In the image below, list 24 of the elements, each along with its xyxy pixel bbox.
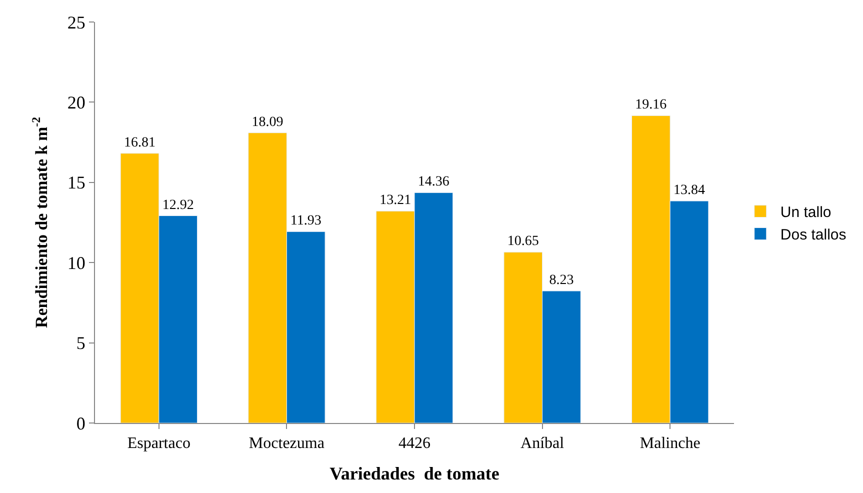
x-tick-label: Malinche bbox=[640, 435, 700, 452]
y-tick-label: 0 bbox=[76, 413, 86, 434]
x-tick-label: Moctezuma bbox=[248, 435, 324, 452]
data-label: 10.65 bbox=[507, 234, 539, 250]
data-label: 13.84 bbox=[674, 183, 706, 198]
data-label: 18.09 bbox=[252, 114, 284, 130]
y-tick-label: 10 bbox=[67, 252, 86, 273]
data-label: 11.93 bbox=[290, 214, 322, 229]
data-label: 8.23 bbox=[549, 272, 574, 288]
data-label: 16.81 bbox=[124, 135, 156, 150]
legend-label: Dos tallos bbox=[780, 226, 846, 244]
y-tick-label: 25 bbox=[67, 12, 86, 32]
data-label: 19.16 bbox=[635, 98, 667, 113]
data-label: 13.21 bbox=[380, 193, 412, 208]
x-tick-label: Espartaco bbox=[127, 435, 190, 452]
y-tick-label: 15 bbox=[67, 172, 86, 193]
x-tick-label: 4426 bbox=[398, 435, 430, 452]
legend-label: Un tallo bbox=[780, 204, 832, 222]
data-label: 12.92 bbox=[162, 198, 194, 213]
x-tick-label: Aníbal bbox=[520, 435, 565, 452]
x-axis-title: Variedades de tomate bbox=[330, 463, 500, 484]
y-tick-label: 5 bbox=[76, 333, 86, 354]
y-tick-label: 20 bbox=[67, 92, 86, 112]
data-label: 14.36 bbox=[418, 174, 450, 190]
